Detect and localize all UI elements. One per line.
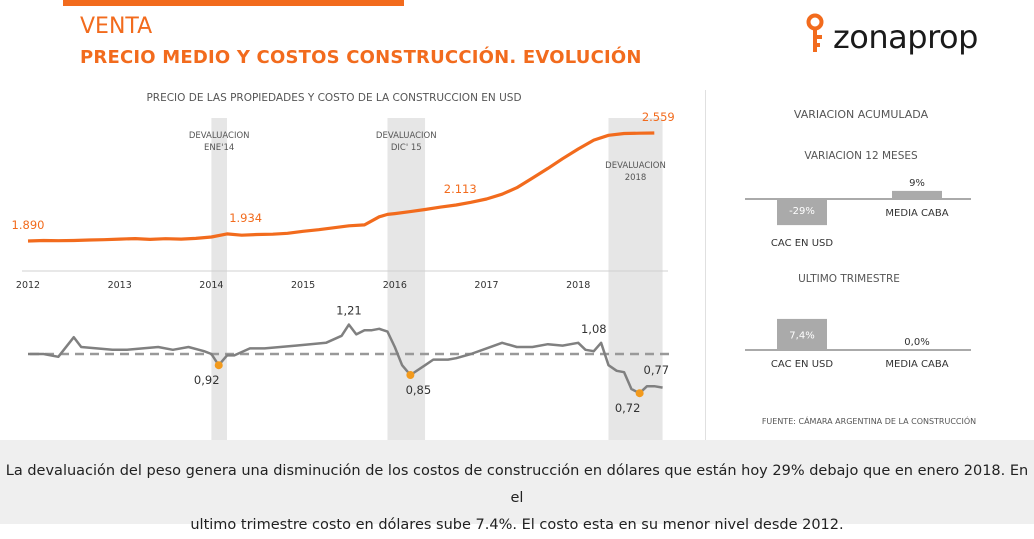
band-label-3-line-2: 2018 bbox=[625, 173, 647, 183]
band-label-2-line-2: DIC' 15 bbox=[391, 143, 422, 153]
price-series-line bbox=[28, 133, 654, 241]
x-tick-labels: 2012 2013 2014 2015 2016 2017 2018 bbox=[16, 280, 590, 291]
cost-label-2: 1,21 bbox=[336, 304, 362, 318]
devaluation-band-1 bbox=[211, 118, 227, 440]
x-tick-2012: 2012 bbox=[16, 280, 40, 291]
x-tick-2017: 2017 bbox=[474, 280, 498, 291]
footer-line-2: ultimo trimestre costo en dólares sube 7… bbox=[0, 512, 1034, 539]
cost-series-line bbox=[28, 325, 663, 394]
cost-min-marker-3 bbox=[406, 371, 414, 379]
cost-label-1: 0,92 bbox=[194, 373, 220, 387]
cost-min-marker-5 bbox=[636, 389, 644, 397]
cost-label-4: 1,08 bbox=[581, 322, 607, 336]
price-cost-chart: PRECIO DE LAS PROPIEDADES Y COSTO DE LA … bbox=[0, 0, 700, 440]
data-labels: 1.890 1.934 2.113 2.559 0,92 1,21 0,85 1,08 0,72… bbox=[12, 110, 675, 415]
cost-label-3: 0,85 bbox=[406, 383, 432, 397]
lastq-category-2: MEDIA CABA bbox=[885, 359, 948, 370]
main-chart-title: PRECIO DE LAS PROPIEDADES Y COSTO DE LA … bbox=[146, 92, 521, 104]
source-note: FUENTE: CÁMARA ARGENTINA DE LA CONSTRUCC… bbox=[762, 415, 976, 426]
last-quarter-title: ULTIMO TRIMESTRE bbox=[798, 273, 900, 285]
footer-line-1: La devaluación del peso genera una dismi… bbox=[0, 458, 1034, 512]
lastq-category-1: CAC EN USD bbox=[771, 359, 833, 370]
band-label-3-line-1: DEVALUACION bbox=[605, 161, 666, 171]
x-tick-2013: 2013 bbox=[108, 280, 132, 291]
var12m-category-1: CAC EN USD bbox=[771, 238, 833, 249]
cost-min-marker-1 bbox=[215, 361, 223, 369]
variation-12m-subtitle: VARIACION 12 MESES bbox=[804, 150, 918, 162]
price-label-3: 2.113 bbox=[444, 182, 477, 196]
cost-label-5: 0,72 bbox=[615, 401, 641, 415]
variation-title: VARIACION ACUMULADA bbox=[794, 108, 929, 121]
cost-label-6: 0,77 bbox=[644, 363, 670, 377]
lastq-value-1: 7,4% bbox=[789, 330, 814, 341]
price-label-1: 1.890 bbox=[12, 218, 45, 232]
last-quarter-bars: 7,4% CAC EN USD 0,0% MEDIA CABA bbox=[745, 319, 971, 370]
x-tick-2016: 2016 bbox=[383, 280, 407, 291]
variation-12m-bars: -29% CAC EN USD 9% MEDIA CABA bbox=[745, 178, 971, 249]
lastq-value-2: 0,0% bbox=[904, 337, 929, 348]
var12m-category-2: MEDIA CABA bbox=[885, 208, 948, 219]
band-label-1-line-2: ENE'14 bbox=[204, 143, 234, 153]
band-label-1-line-1: DEVALUACION bbox=[189, 131, 250, 141]
var12m-value-2: 9% bbox=[909, 178, 925, 189]
x-tick-2014: 2014 bbox=[199, 280, 223, 291]
price-label-4: 2.559 bbox=[642, 110, 675, 124]
x-tick-2018: 2018 bbox=[566, 280, 590, 291]
var12m-bar-2 bbox=[892, 191, 942, 199]
variation-panel: VARIACION ACUMULADA VARIACION 12 MESES U… bbox=[705, 0, 1034, 440]
footer-text: La devaluación del peso genera una dismi… bbox=[0, 458, 1034, 539]
price-label-2: 1.934 bbox=[229, 211, 262, 225]
band-label-2-line-1: DEVALUACION bbox=[376, 131, 437, 141]
footer-note: La devaluación del peso genera una dismi… bbox=[0, 440, 1034, 524]
var12m-value-1: -29% bbox=[789, 206, 815, 217]
x-tick-2015: 2015 bbox=[291, 280, 315, 291]
